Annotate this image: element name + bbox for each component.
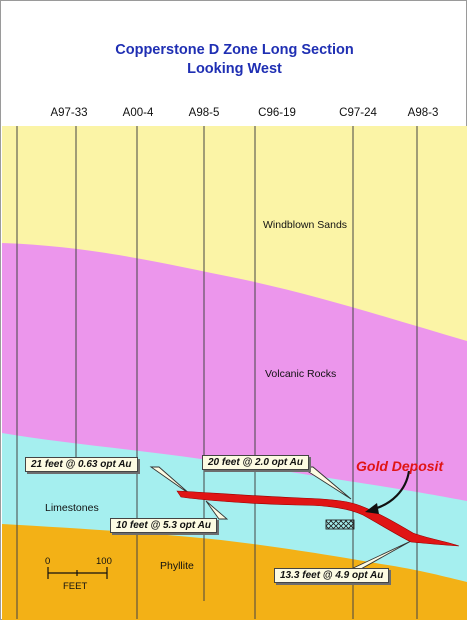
drill-hole-label-c97-24: C97-24 [339, 107, 377, 119]
scale-label-hundred: 100 [96, 556, 112, 567]
gold-deposit-label: Gold Deposit [356, 458, 444, 474]
layer-label-windblown-sands: Windblown Sands [263, 219, 348, 231]
drill-hole-label-a00-4: A00-4 [122, 107, 154, 119]
section-title: Copperstone D Zone Long Section [115, 42, 354, 58]
phyllite-layer [2, 524, 467, 620]
section-subtitle: Looking West [187, 61, 282, 77]
intercept-label-13ft: 13.3 feet @ 4.9 opt Au [274, 568, 390, 583]
hatched-workings [325, 519, 355, 530]
scale-label-unit: FEET [63, 581, 88, 592]
layer-label-volcanic-rocks: Volcanic Rocks [265, 368, 337, 380]
layer-label-limestones: Limestones [45, 502, 99, 514]
drill-hole-label-a98-3: A98-3 [407, 107, 439, 119]
drill-hole-label-c96-19: C96-19 [258, 107, 296, 119]
leader-21ft [149, 466, 192, 496]
scale-bar [47, 567, 108, 579]
intercept-label-21ft: 21 feet @ 0.63 opt Au [25, 457, 138, 472]
gold-deposit-orebody [176, 490, 460, 547]
gold-deposit-arrow [373, 470, 411, 511]
intercept-label-20ft: 20 feet @ 2.0 opt Au [202, 455, 309, 470]
layer-label-phyllite: Phyllite [160, 560, 194, 572]
intercept-label-10ft: 10 feet @ 5.3 opt Au [110, 518, 217, 533]
drill-hole-label-a98-5: A98-5 [188, 107, 220, 119]
drill-hole-label-a97-33: A97-33 [50, 107, 88, 119]
scale-label-zero: 0 [45, 556, 51, 567]
leader-10ft [205, 500, 229, 520]
gold-deposit-arrowhead [365, 503, 379, 514]
